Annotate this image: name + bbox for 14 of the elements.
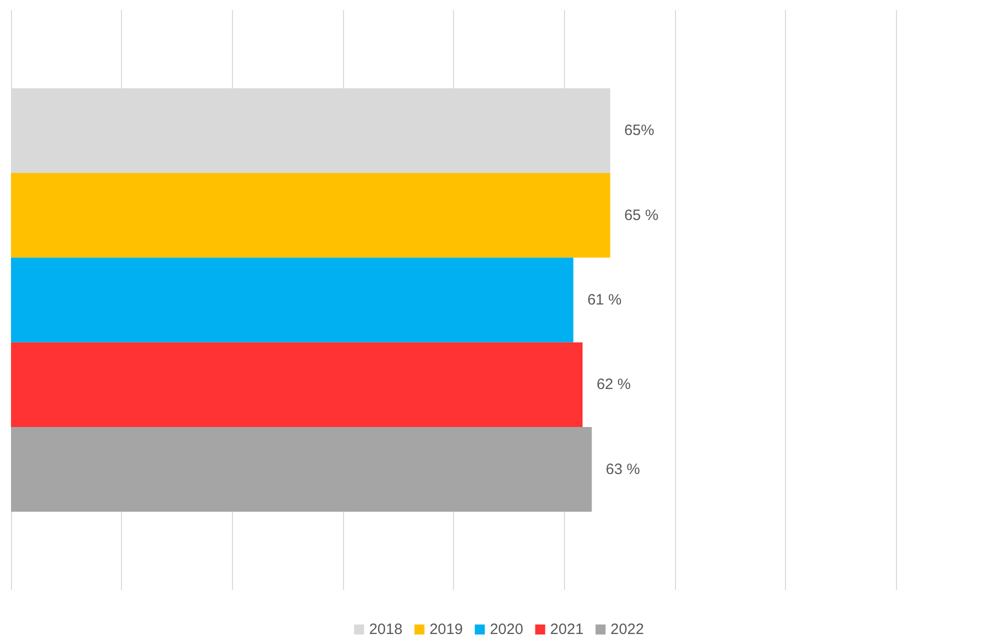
bar	[11, 258, 574, 342]
data-label: 62 %	[596, 376, 631, 394]
bar	[11, 342, 583, 428]
data-label: 63 %	[606, 460, 640, 478]
bar	[11, 427, 592, 512]
legend-label: 2021	[550, 621, 584, 638]
data-label: 65%	[624, 122, 654, 140]
legend-label: 2022	[610, 621, 644, 638]
legend-label: 2020	[490, 621, 524, 638]
bar	[11, 172, 610, 258]
legend-label: 2019	[429, 621, 463, 638]
data-label: 65 %	[624, 206, 658, 224]
data-label: 61 %	[587, 292, 622, 308]
legend-label: 2018	[369, 621, 402, 638]
